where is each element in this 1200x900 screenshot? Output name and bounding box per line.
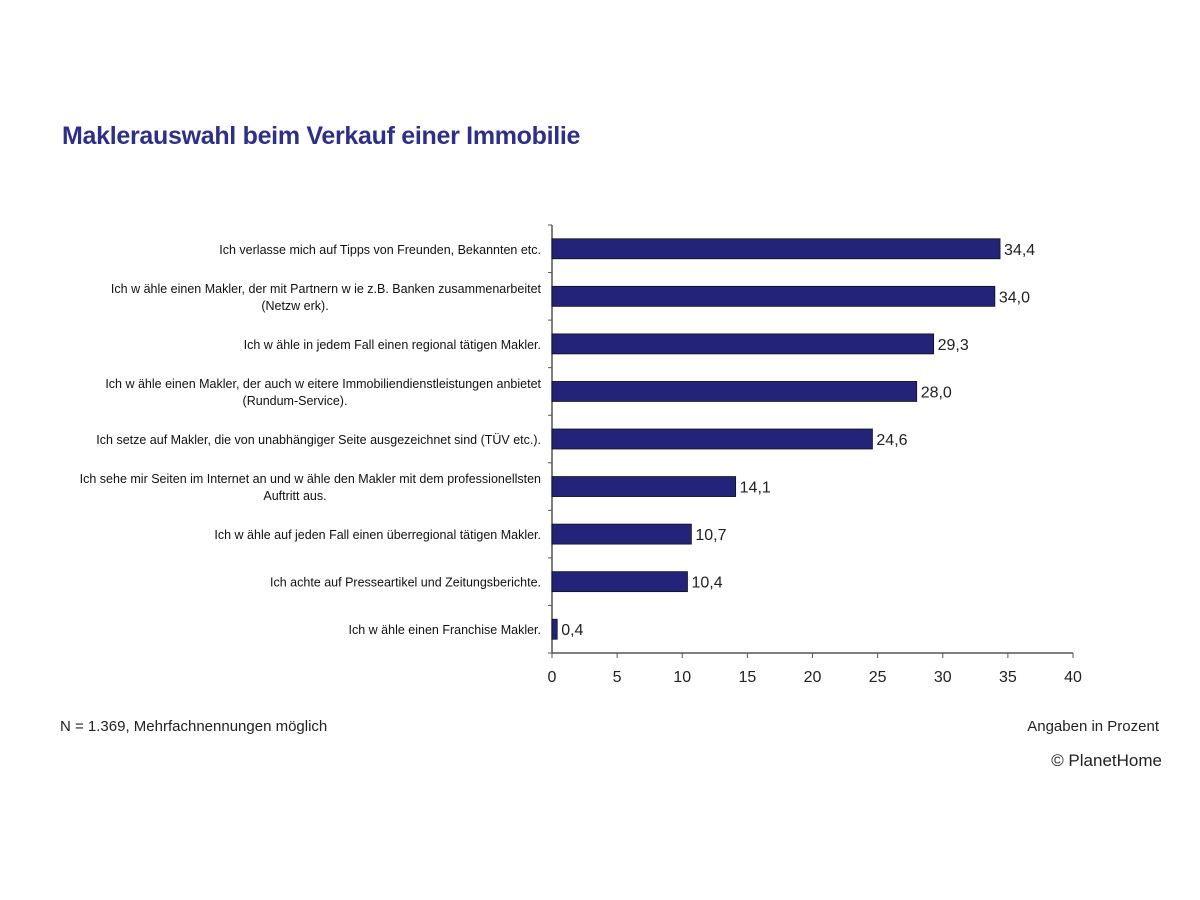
category-label: Ich w ähle einen Makler, der auch w eite… — [105, 377, 541, 391]
unit-note: Angaben in Prozent — [1027, 718, 1159, 735]
bar — [551, 285, 996, 307]
x-tick-label: 30 — [934, 669, 952, 686]
x-tick-label: 25 — [869, 669, 887, 686]
bar — [551, 238, 1001, 260]
category-label: Ich w ähle auf jeden Fall einen überregi… — [214, 528, 541, 542]
category-label: (Rundum-Service). — [243, 394, 348, 408]
chart-title: Maklerauswahl beim Verkauf einer Immobil… — [62, 122, 581, 150]
category-label: Auftritt aus. — [263, 489, 326, 503]
x-tick-label: 5 — [613, 669, 622, 686]
bar — [551, 523, 692, 545]
data-label: 24,6 — [876, 432, 907, 449]
x-tick-label: 15 — [738, 669, 756, 686]
data-label: 34,4 — [1004, 242, 1035, 259]
bar — [551, 571, 688, 593]
data-label: 10,7 — [695, 527, 726, 544]
category-label: Ich w ähle einen Franchise Makler. — [349, 623, 541, 637]
data-label: 14,1 — [740, 480, 771, 497]
data-label: 28,0 — [921, 384, 952, 401]
data-label: 0,4 — [561, 622, 583, 639]
category-label: Ich w ähle einen Makler, der mit Partner… — [111, 282, 542, 296]
x-tick-label: 10 — [673, 669, 691, 686]
category-label: Ich sehe mir Seiten im Internet an und w… — [80, 472, 541, 486]
bar — [551, 428, 873, 450]
data-label: 10,4 — [691, 575, 722, 592]
category-label: Ich verlasse mich auf Tipps von Freunden… — [219, 243, 541, 257]
category-label: Ich w ähle in jedem Fall einen regional … — [244, 338, 541, 352]
sample-size-note: N = 1.369, Mehrfachnennungen möglich — [60, 718, 328, 735]
data-label: 34,0 — [999, 289, 1030, 306]
bar — [551, 476, 737, 497]
bar — [551, 618, 558, 640]
category-label: Ich achte auf Presseartikel und Zeitungs… — [270, 576, 541, 590]
x-tick-label: 20 — [804, 669, 822, 686]
x-tick-label: 0 — [548, 669, 557, 686]
data-label: 29,3 — [938, 337, 969, 354]
category-label: (Netzw erk). — [261, 299, 328, 313]
x-tick-label: 40 — [1064, 669, 1082, 686]
bar — [551, 333, 935, 355]
category-label: Ich setze auf Makler, die von unabhängig… — [96, 433, 541, 447]
bar — [551, 381, 918, 402]
copyright: © PlanetHome — [1051, 751, 1162, 770]
x-tick-label: 35 — [999, 669, 1017, 686]
